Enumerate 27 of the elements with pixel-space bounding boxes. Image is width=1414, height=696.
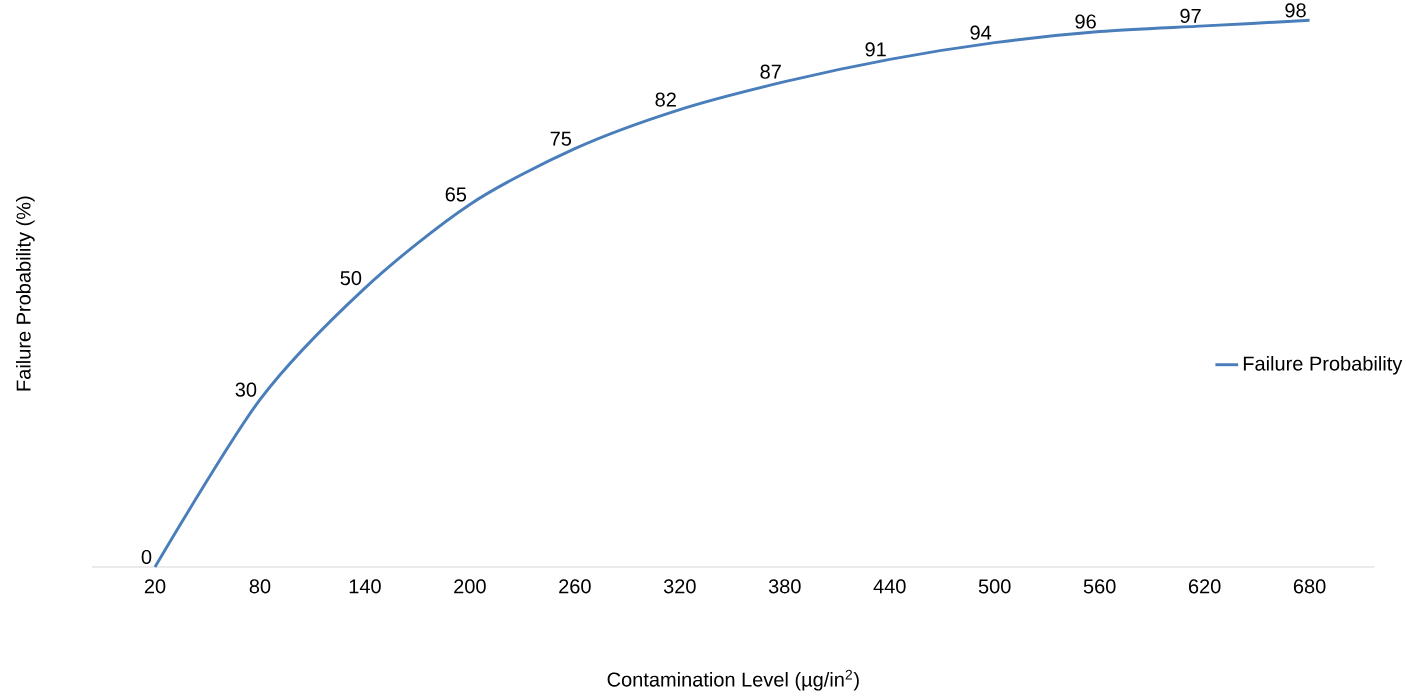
data-label: 82 bbox=[655, 92, 676, 107]
data-label: 0 bbox=[141, 549, 152, 565]
x-tick-label: 260 bbox=[559, 579, 591, 594]
data-label: 75 bbox=[550, 131, 572, 146]
x-tick-label: 80 bbox=[249, 579, 271, 594]
x-tick-label: 320 bbox=[663, 579, 696, 594]
data-label: 94 bbox=[970, 25, 992, 40]
x-tick-label: 620 bbox=[1188, 579, 1221, 594]
x-tick-label: 380 bbox=[768, 579, 801, 594]
legend-label: Failure Probability bbox=[1243, 355, 1403, 375]
x-axis-title: Contamination Level (µg/in$^{2}$) bbox=[607, 669, 859, 691]
data-label: 30 bbox=[235, 382, 257, 397]
data-label: 50 bbox=[340, 270, 362, 286]
data-label: 65 bbox=[445, 187, 467, 202]
x-tick-label: 20 bbox=[144, 579, 166, 594]
data-label: 91 bbox=[865, 42, 886, 57]
data-label: 97 bbox=[1180, 8, 1201, 23]
x-tick-label: 560 bbox=[1083, 579, 1116, 594]
x-tick-label: 200 bbox=[454, 579, 486, 594]
y-axis-title: Failure Probability (%) bbox=[15, 196, 35, 391]
data-label: 98 bbox=[1285, 3, 1306, 18]
x-tick-label: 440 bbox=[873, 579, 906, 594]
x-tick-label: 500 bbox=[978, 579, 1011, 594]
x-tick-label: 680 bbox=[1293, 579, 1326, 594]
data-label: 87 bbox=[760, 64, 781, 79]
x-tick-label: 140 bbox=[349, 579, 381, 594]
data-label: 96 bbox=[1075, 14, 1096, 29]
